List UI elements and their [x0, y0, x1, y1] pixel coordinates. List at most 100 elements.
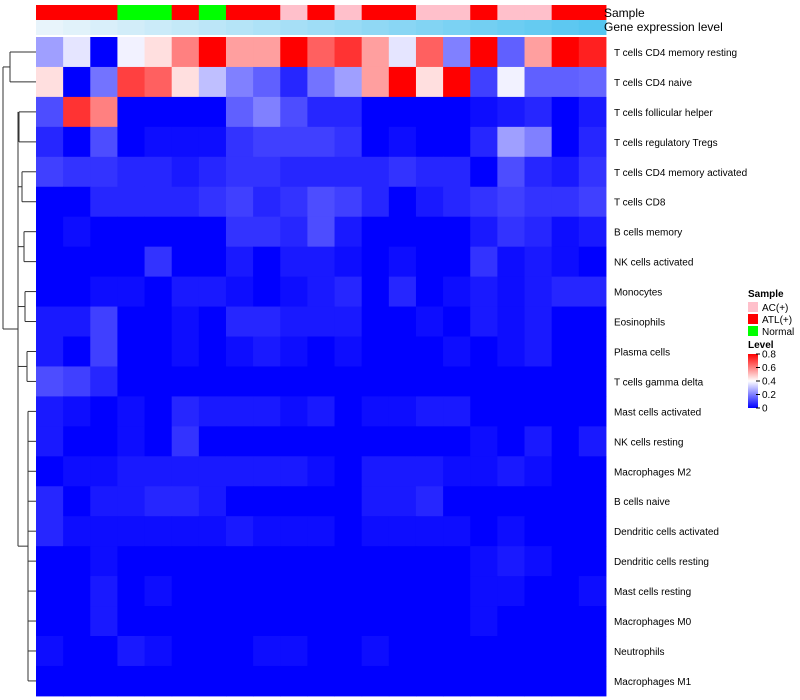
- heatmap-cell: [551, 396, 580, 427]
- heatmap-cell: [334, 336, 363, 367]
- heatmap-cell: [334, 665, 363, 697]
- heatmap-cell: [63, 66, 91, 98]
- heatmap-cell: [225, 665, 254, 697]
- gene-level-annotation-cell: [144, 20, 173, 35]
- row-label: B cells naive: [614, 497, 671, 508]
- heatmap-cell: [307, 486, 336, 517]
- heatmap-cell: [524, 516, 553, 547]
- heatmap-cell: [171, 186, 200, 218]
- heatmap-cell: [280, 276, 308, 308]
- heatmap-cell: [225, 156, 254, 188]
- heatmap-cell: [524, 456, 553, 487]
- heatmap-cell: [90, 636, 118, 667]
- heatmap-cell: [524, 156, 553, 188]
- row-label: Macrophages M0: [614, 617, 692, 628]
- heatmap-cell: [253, 546, 281, 577]
- legend-sample-swatch: [748, 326, 758, 336]
- heatmap-cell: [334, 246, 363, 278]
- heatmap-cell: [198, 396, 227, 427]
- heatmap-cell: [90, 546, 118, 577]
- gene-level-annotation-cell: [90, 20, 118, 35]
- heatmap-cell: [551, 665, 580, 697]
- heatmap-cell: [470, 426, 498, 457]
- heatmap-cell: [443, 396, 471, 427]
- heatmap-cell: [144, 96, 173, 128]
- heatmap-cell: [497, 486, 526, 517]
- heatmap-cell: [388, 516, 417, 547]
- heatmap-cell: [443, 276, 471, 308]
- heatmap-cell: [470, 456, 498, 487]
- heatmap-cell: [470, 606, 498, 637]
- heatmap-cell: [443, 456, 471, 487]
- legend: Sample AC(+)ATL(+)Normal Level 0.8 0.6 0.4…: [748, 289, 794, 415]
- heatmap-cell: [117, 186, 146, 218]
- heatmap-cell: [144, 396, 173, 427]
- heatmap-cell: [198, 186, 227, 218]
- heatmap-cell: [280, 516, 308, 547]
- heatmap-cell: [307, 456, 336, 487]
- gene-level-annotation-cell: [198, 20, 227, 35]
- heatmap-cell: [415, 516, 444, 547]
- heatmap-cell: [443, 306, 471, 337]
- heatmap-cell: [551, 126, 580, 158]
- heatmap-cell: [361, 665, 390, 697]
- heatmap-cell: [578, 516, 607, 547]
- heatmap-cell: [524, 246, 553, 278]
- heatmap-cell: [307, 336, 336, 367]
- heatmap-cell: [388, 156, 417, 188]
- heatmap-cell: [198, 636, 227, 667]
- heatmap-cell: [361, 336, 390, 367]
- heatmap-cell: [225, 546, 254, 577]
- heatmap-cell: [334, 37, 363, 68]
- heatmap-cell: [551, 216, 580, 248]
- heatmap-cell: [253, 126, 281, 158]
- heatmap-cell: [551, 636, 580, 667]
- heatmap-cell: [280, 606, 308, 637]
- heatmap-cell: [144, 186, 173, 218]
- gene-level-annotation-cell: [225, 20, 254, 35]
- heatmap-cell: [551, 516, 580, 547]
- heatmap-cell: [36, 546, 64, 577]
- heatmap-cell: [443, 516, 471, 547]
- heatmap-cell: [144, 665, 173, 697]
- heatmap-cell: [253, 486, 281, 517]
- heatmap-cell: [361, 456, 390, 487]
- heatmap-cell: [415, 96, 444, 128]
- heatmap-cell: [388, 396, 417, 427]
- heatmap-cell: [117, 576, 146, 607]
- gene-level-annotation-cell: [63, 20, 91, 35]
- heatmap-cell: [198, 486, 227, 517]
- heatmap-cell: [361, 426, 390, 457]
- heatmap-cell: [225, 96, 254, 128]
- heatmap-cell: [307, 426, 336, 457]
- heatmap-cell: [253, 336, 281, 367]
- heatmap-cell: [443, 546, 471, 577]
- heatmap-cell: [415, 665, 444, 697]
- legend-level-tick-label: 0: [762, 404, 768, 415]
- heatmap-cell: [63, 576, 91, 607]
- gene-level-annotation-cell: [171, 20, 200, 35]
- heatmap-cell: [253, 665, 281, 697]
- heatmap-cell: [578, 606, 607, 637]
- sample-annotation-cell: [171, 5, 200, 20]
- heatmap-cell: [470, 96, 498, 128]
- heatmap-cell: [470, 366, 498, 397]
- heatmap-cell: [334, 66, 363, 98]
- heatmap-cell: [36, 516, 64, 547]
- heatmap-cell: [470, 636, 498, 667]
- heatmap-cell: [497, 37, 526, 68]
- gene-level-annotation-cell: [578, 20, 607, 35]
- heatmap-cell: [171, 306, 200, 337]
- heatmap-cell: [117, 606, 146, 637]
- heatmap-cell: [307, 576, 336, 607]
- heatmap-cell: [198, 336, 227, 367]
- row-label: T cells follicular helper: [614, 108, 713, 119]
- heatmap-cell: [551, 96, 580, 128]
- heatmap-cell: [524, 66, 553, 98]
- heatmap-cell: [225, 606, 254, 637]
- heatmap-cell: [524, 37, 553, 68]
- heatmap-cell: [144, 366, 173, 397]
- heatmap-cell: [361, 246, 390, 278]
- heatmap-cell: [470, 546, 498, 577]
